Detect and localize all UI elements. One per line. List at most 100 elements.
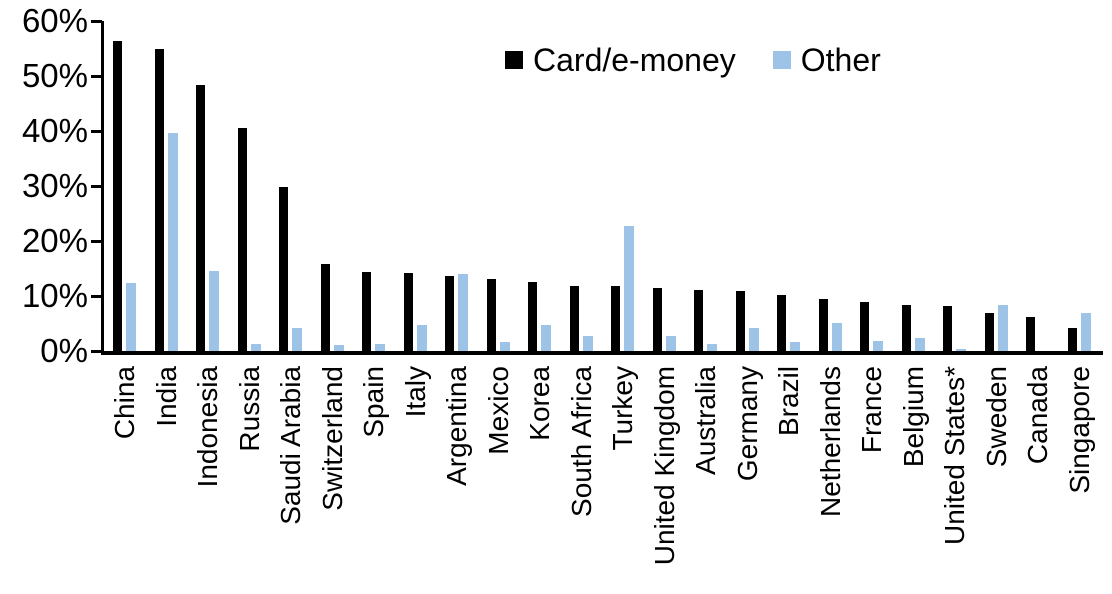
y-axis-line	[101, 21, 104, 354]
bar-group	[478, 21, 520, 351]
x-category-label: Argentina	[441, 366, 473, 486]
y-tick-mark	[91, 240, 102, 243]
bar	[333, 344, 344, 351]
bar	[154, 48, 164, 351]
bar-group	[353, 21, 395, 351]
x-category-cell: Singapore	[1059, 366, 1101, 494]
x-category-cell: Indonesia	[187, 366, 229, 487]
x-category-label: Russia	[233, 366, 265, 452]
bar	[250, 344, 261, 351]
bar-group	[727, 21, 769, 351]
bar-group	[644, 21, 686, 351]
bar	[873, 341, 884, 351]
legend-item-other: Other	[772, 42, 881, 78]
bar	[777, 294, 787, 351]
bar	[486, 278, 496, 351]
bar	[113, 41, 123, 351]
bar	[1067, 328, 1077, 351]
x-category-cell: Turkey	[602, 366, 644, 451]
bar	[167, 132, 178, 351]
y-tick-label: 50%	[21, 57, 88, 94]
x-category-label: Switzerland	[316, 366, 348, 511]
bar-group	[436, 21, 478, 351]
bar	[652, 288, 662, 351]
x-category-cell: India	[146, 366, 188, 427]
bar	[997, 304, 1008, 351]
x-category-cell: Germany	[727, 366, 769, 481]
x-category-label: France	[856, 366, 888, 454]
bar-group	[893, 21, 935, 351]
x-category-cell: Australia	[685, 366, 727, 475]
bar-group	[851, 21, 893, 351]
x-category-label: Indonesia	[192, 366, 224, 488]
bar-group	[312, 21, 354, 351]
bar	[279, 186, 289, 351]
x-category-cell: Spain	[353, 366, 395, 438]
bar	[541, 324, 552, 351]
bar	[665, 336, 676, 351]
card-e-money-swatch	[505, 51, 523, 69]
bar	[914, 337, 925, 351]
x-category-cell: Canada	[1017, 366, 1059, 464]
x-category-cell: South Africa	[561, 366, 603, 517]
bar	[499, 341, 510, 351]
x-category-cell: Korea	[519, 366, 561, 441]
y-tick-label: 20%	[21, 222, 88, 259]
bar-group	[187, 21, 229, 351]
bar	[707, 344, 718, 351]
bar	[237, 128, 247, 351]
bar	[458, 274, 469, 351]
x-category-cell: Belgium	[893, 366, 935, 467]
bar	[624, 225, 635, 351]
legend-label: Other	[800, 42, 881, 78]
bar	[375, 343, 386, 351]
x-category-label: Germany	[731, 366, 763, 482]
bar	[126, 282, 137, 351]
bar-group	[146, 21, 188, 351]
y-tick-label: 10%	[21, 277, 88, 314]
x-category-cell: United States*	[934, 366, 976, 545]
x-category-cell: Netherlands	[810, 366, 852, 517]
bar	[416, 324, 427, 351]
x-category-label: Italy	[399, 366, 431, 418]
bar	[1080, 312, 1091, 351]
bar-group	[685, 21, 727, 351]
legend: Card/e-money Other	[505, 44, 881, 76]
bar-group	[104, 21, 146, 351]
y-tick-mark	[91, 20, 102, 23]
bar-group	[229, 21, 271, 351]
x-category-label: Netherlands	[814, 366, 846, 517]
bar	[818, 298, 828, 351]
y-tick-label: 60%	[21, 2, 88, 39]
y-tick-label: 0%	[40, 332, 88, 369]
bar	[403, 272, 413, 351]
bar	[735, 291, 745, 351]
x-category-label: Brazil	[773, 366, 805, 437]
bar-group	[1017, 21, 1059, 351]
x-category-label: China	[109, 366, 141, 440]
bar	[292, 328, 303, 351]
x-category-label: India	[150, 366, 182, 427]
x-axis-labels: China India Indonesia Russia Saudi Arabia Swi…	[104, 366, 1100, 594]
bar-group	[1059, 21, 1101, 351]
x-category-label: Canada	[1022, 366, 1054, 465]
legend-item-card-e-money: Card/e-money	[505, 44, 736, 76]
x-category-cell: France	[851, 366, 893, 453]
x-category-label: South Africa	[565, 366, 597, 517]
y-tick-mark	[91, 350, 102, 353]
y-tick-mark	[91, 130, 102, 133]
bar-group	[519, 21, 561, 351]
x-category-cell: United Kingdom	[644, 366, 686, 565]
bar	[362, 272, 372, 351]
y-tick-label: 30%	[21, 167, 88, 204]
bar	[445, 275, 455, 351]
bar-group	[768, 21, 810, 351]
bar	[209, 270, 220, 351]
x-axis-line	[101, 351, 1103, 355]
x-category-label: Sweden	[980, 366, 1012, 468]
bar	[901, 304, 911, 351]
bar-group	[270, 21, 312, 351]
other-swatch	[772, 51, 791, 69]
x-category-cell: Italy	[395, 366, 437, 417]
